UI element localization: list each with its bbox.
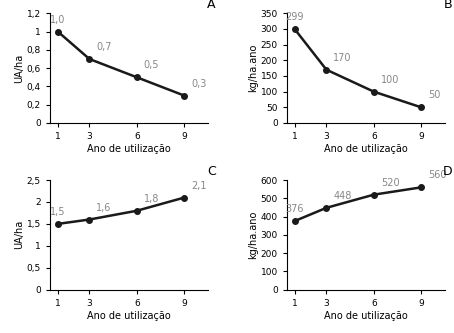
X-axis label: Ano de utilização: Ano de utilização bbox=[87, 144, 171, 154]
Text: 448: 448 bbox=[333, 191, 352, 201]
Text: 299: 299 bbox=[286, 12, 304, 22]
Text: 0,3: 0,3 bbox=[191, 79, 207, 89]
Text: 0,5: 0,5 bbox=[144, 60, 159, 70]
Text: 1,6: 1,6 bbox=[96, 202, 112, 212]
Text: 170: 170 bbox=[333, 53, 352, 63]
Text: D: D bbox=[443, 165, 453, 178]
Text: 2,1: 2,1 bbox=[191, 180, 207, 190]
Text: 0,7: 0,7 bbox=[96, 42, 112, 52]
X-axis label: Ano de utilização: Ano de utilização bbox=[87, 310, 171, 321]
X-axis label: Ano de utilização: Ano de utilização bbox=[324, 310, 408, 321]
Y-axis label: UA/ha: UA/ha bbox=[14, 54, 24, 83]
Y-axis label: kg/ha.ano: kg/ha.ano bbox=[248, 211, 258, 259]
Text: 100: 100 bbox=[381, 75, 399, 85]
Y-axis label: UA/ha: UA/ha bbox=[14, 220, 24, 249]
Text: 1,8: 1,8 bbox=[144, 194, 159, 204]
Text: 1,0: 1,0 bbox=[50, 15, 65, 25]
Text: 376: 376 bbox=[286, 204, 304, 214]
Y-axis label: kg/ha.ano: kg/ha.ano bbox=[248, 44, 258, 92]
Text: B: B bbox=[444, 0, 453, 11]
Text: A: A bbox=[207, 0, 216, 11]
X-axis label: Ano de utilização: Ano de utilização bbox=[324, 144, 408, 154]
Text: 520: 520 bbox=[381, 178, 400, 188]
Text: 560: 560 bbox=[428, 170, 447, 180]
Text: 50: 50 bbox=[428, 90, 440, 100]
Text: 1,5: 1,5 bbox=[50, 207, 65, 217]
Text: C: C bbox=[207, 165, 216, 178]
